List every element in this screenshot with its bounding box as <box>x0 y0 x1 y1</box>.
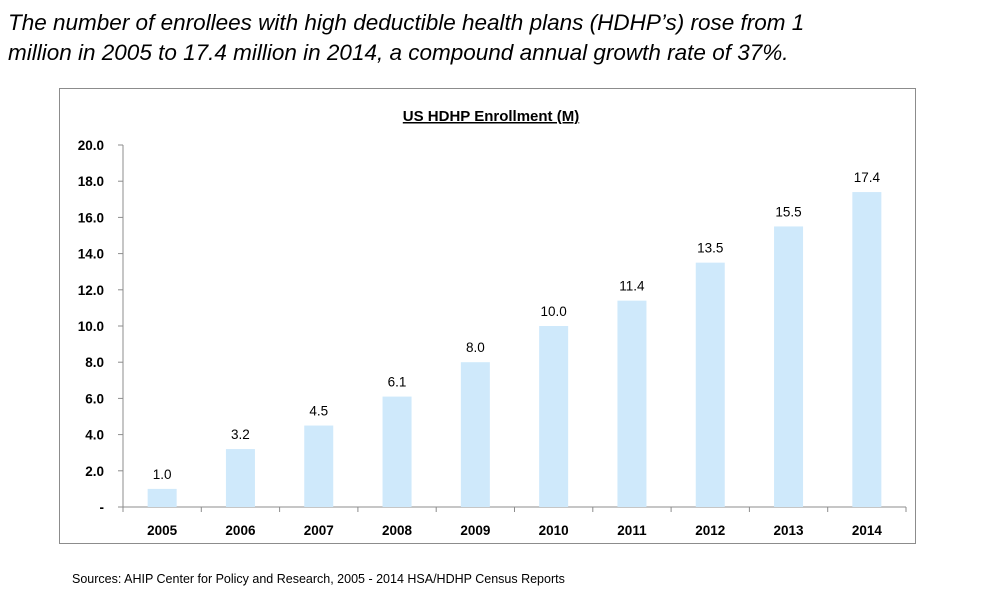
x-tick-label: 2006 <box>225 523 256 538</box>
sources-note: Sources: AHIP Center for Policy and Rese… <box>72 572 565 586</box>
y-tick-label: 20.0 <box>78 138 104 153</box>
bar <box>225 449 255 507</box>
data-label: 15.5 <box>775 204 801 219</box>
data-label: 11.4 <box>619 279 645 294</box>
data-labels: 1.0 3.2 4.5 6.1 8.0 10.0 11.4 13.5 15.5 17.4 <box>153 170 881 482</box>
x-tick-label: 2007 <box>304 523 334 538</box>
x-tick-label: 2005 <box>147 523 178 538</box>
headline: The number of enrollees with high deduct… <box>8 8 968 68</box>
x-tick-label: 2012 <box>695 523 725 538</box>
bar <box>852 192 882 507</box>
bar <box>539 326 569 507</box>
y-tick-label: 8.0 <box>85 355 104 370</box>
chart-frame: US HDHP Enrollment (M) 20.0 18.0 16.0 14.0 1… <box>59 88 916 544</box>
data-label: 8.0 <box>466 340 485 355</box>
bar <box>382 396 412 507</box>
data-label: 4.5 <box>309 404 328 419</box>
bar <box>617 300 647 507</box>
bar <box>304 425 334 507</box>
data-label: 3.2 <box>231 427 250 442</box>
y-tick-label: 18.0 <box>78 174 104 189</box>
y-tick-label: 4.0 <box>85 428 104 443</box>
data-label: 1.0 <box>153 467 172 482</box>
y-axis: 20.0 18.0 16.0 14.0 12.0 10.0 8.0 6.0 4.0 2.0 - <box>78 138 124 515</box>
x-axis: 2005 2006 2007 2008 2009 2010 2011 2012 2013 2014 <box>122 506 907 538</box>
y-tick-label: 2.0 <box>85 464 104 479</box>
bar <box>695 262 725 507</box>
y-tick-label: 6.0 <box>85 391 104 406</box>
data-label: 10.0 <box>541 304 567 319</box>
headline-line-2: million in 2005 to 17.4 million in 2014,… <box>8 40 789 65</box>
bar <box>774 226 804 507</box>
data-label: 17.4 <box>854 170 881 185</box>
y-tick-label: 12.0 <box>78 283 104 298</box>
x-tick-label: 2011 <box>617 523 647 538</box>
chart-title: US HDHP Enrollment (M) <box>403 108 579 125</box>
x-tick-label: 2014 <box>852 523 883 538</box>
x-tick-label: 2010 <box>539 523 569 538</box>
data-label: 6.1 <box>388 375 407 390</box>
headline-line-1: The number of enrollees with high deduct… <box>8 10 805 35</box>
y-tick-label: 16.0 <box>78 210 104 225</box>
y-tick-label: 10.0 <box>78 319 104 334</box>
data-label: 13.5 <box>697 241 723 256</box>
bars <box>147 192 882 507</box>
y-tick-label: 14.0 <box>78 247 104 262</box>
enrollment-bar-chart: US HDHP Enrollment (M) 20.0 18.0 16.0 14.0 1… <box>78 108 907 538</box>
bar <box>147 488 177 507</box>
x-tick-label: 2009 <box>460 523 490 538</box>
y-tick-label: - <box>100 500 105 515</box>
x-tick-label: 2008 <box>382 523 413 538</box>
bar <box>460 362 490 507</box>
x-tick-label: 2013 <box>774 523 805 538</box>
